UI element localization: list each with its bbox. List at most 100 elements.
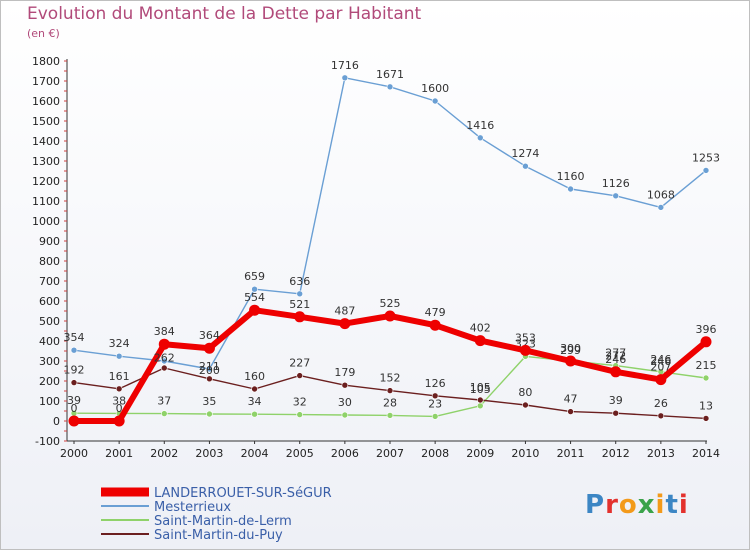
data-label: 227: [289, 357, 310, 370]
data-label: 179: [334, 366, 355, 379]
x-tick-label: 2004: [241, 447, 269, 460]
data-label: 39: [609, 394, 623, 407]
data-label: 38: [112, 394, 126, 407]
x-tick-label: 2000: [60, 447, 88, 460]
data-label: 636: [289, 275, 310, 288]
data-label: 246: [650, 353, 671, 366]
data-point: [251, 285, 258, 293]
data-point: [341, 381, 349, 389]
data-label: 211: [199, 360, 220, 373]
data-label: 37: [157, 395, 171, 408]
y-tick-label: 1200: [32, 175, 60, 188]
x-tick-label: 2009: [466, 447, 494, 460]
y-tick-label: 1000: [32, 215, 60, 228]
data-label: 13: [699, 399, 713, 412]
data-point: [386, 83, 394, 91]
data-label: 47: [564, 393, 578, 406]
x-tick-label: 2006: [331, 447, 359, 460]
data-point: [296, 372, 304, 379]
data-point: [296, 290, 304, 298]
data-point: [657, 412, 665, 420]
data-point: [612, 192, 620, 200]
y-tick-label: 1800: [32, 55, 60, 68]
data-point: [657, 204, 665, 211]
x-tick-label: 2008: [421, 447, 449, 460]
data-label: 659: [244, 270, 265, 283]
chart-unit: (en €): [27, 27, 60, 40]
data-label: 1274: [511, 147, 539, 160]
data-point: [565, 355, 577, 367]
data-label: 30: [338, 396, 352, 409]
data-point: [339, 318, 351, 330]
x-tick-label: 2010: [511, 447, 539, 460]
data-label: 364: [199, 329, 220, 342]
data-point: [249, 304, 261, 316]
data-label: 402: [470, 322, 491, 335]
y-tick-label: 500: [39, 315, 60, 328]
data-point: [702, 374, 710, 382]
y-tick-label: 900: [39, 235, 60, 248]
data-label: 1126: [602, 177, 630, 190]
proxiti-logo: Proxiti: [585, 490, 689, 520]
data-label: 160: [244, 370, 265, 383]
data-label: 272: [605, 350, 626, 363]
data-point: [431, 97, 439, 105]
y-tick-label: 700: [39, 275, 60, 288]
data-label: 0: [116, 402, 123, 415]
y-tick-label: -100: [35, 435, 60, 448]
data-label: 521: [289, 298, 310, 311]
x-tick-label: 2011: [557, 447, 585, 460]
data-point: [612, 409, 620, 417]
y-tick-label: 1100: [32, 195, 60, 208]
data-point: [567, 185, 574, 193]
data-point: [476, 402, 484, 410]
data-point: [429, 319, 441, 331]
y-tick-label: 1400: [32, 135, 60, 148]
data-point: [68, 415, 80, 427]
data-point: [160, 364, 168, 372]
data-label: 1068: [647, 188, 675, 201]
data-label: 207: [650, 361, 671, 374]
data-point: [386, 387, 394, 394]
chart-title: Evolution du Montant de la Dette par Hab…: [27, 4, 422, 24]
x-tick-label: 2012: [602, 447, 630, 460]
data-point: [431, 413, 439, 420]
data-label: 277: [605, 347, 626, 360]
data-point: [702, 415, 710, 422]
data-label: 396: [696, 323, 717, 336]
data-label: 300: [560, 342, 581, 355]
data-point: [206, 375, 213, 383]
x-tick-label: 2001: [105, 447, 133, 460]
data-label: 324: [109, 337, 130, 350]
data-label: 1160: [557, 170, 585, 183]
data-point: [115, 352, 123, 360]
data-label: 32: [293, 396, 307, 409]
y-tick-label: 800: [39, 255, 60, 268]
y-tick-label: 0: [53, 415, 60, 428]
y-tick-label: 600: [39, 295, 60, 308]
data-label: 161: [109, 370, 130, 383]
data-point: [341, 74, 349, 82]
data-point: [251, 410, 258, 418]
data-point: [251, 385, 258, 393]
data-label: 384: [154, 325, 175, 338]
data-point: [341, 411, 349, 419]
data-label: 299: [560, 344, 581, 357]
data-label: 215: [696, 359, 717, 372]
data-label: 246: [650, 355, 671, 368]
data-label: 1716: [331, 59, 359, 72]
legend-entry: Saint-Martin-de-Lerm: [154, 514, 292, 529]
data-point: [655, 374, 667, 386]
data-point: [476, 396, 484, 404]
data-point: [203, 342, 215, 354]
data-point: [610, 366, 622, 378]
y-tick-label: 100: [39, 395, 60, 408]
data-point: [476, 134, 484, 142]
data-label: 192: [64, 364, 85, 377]
data-label: 105: [470, 381, 491, 394]
y-tick-label: 1500: [32, 115, 60, 128]
y-tick-label: 300: [39, 355, 60, 368]
x-tick-label: 2002: [150, 447, 178, 460]
data-point: [296, 411, 304, 418]
